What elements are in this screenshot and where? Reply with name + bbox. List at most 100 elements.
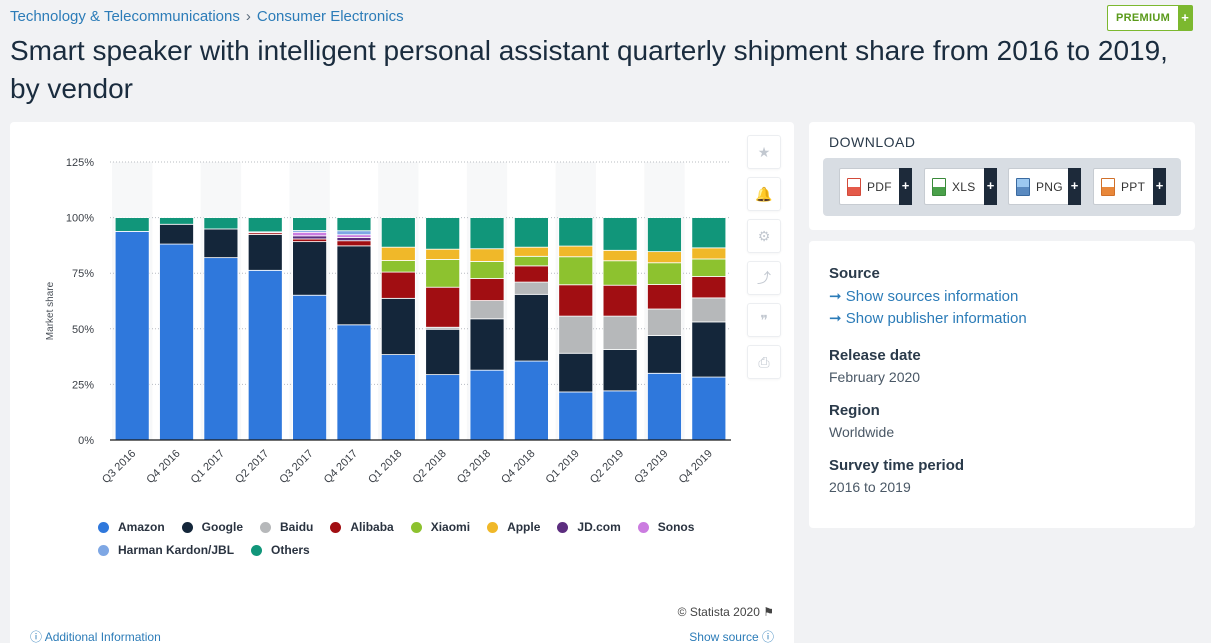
bar-segment-amazon bbox=[380, 354, 416, 441]
xls-file-icon bbox=[932, 177, 946, 196]
bar-segment-apple bbox=[691, 247, 727, 260]
breadcrumb-subcategory-link[interactable]: Consumer Electronics bbox=[256, 8, 404, 25]
premium-plus-icon: + bbox=[1178, 6, 1193, 30]
png-image-icon bbox=[1016, 177, 1030, 196]
bar-segment-baidu bbox=[469, 300, 505, 320]
legend-label: Baidu bbox=[280, 520, 314, 534]
bar-segment-others bbox=[647, 217, 682, 253]
bar-segment-amazon bbox=[647, 372, 682, 441]
x-tick-label: Q3 2018 bbox=[455, 448, 493, 486]
premium-label: PREMIUM bbox=[1116, 12, 1171, 24]
legend-dot-icon bbox=[557, 521, 569, 533]
bar-segment-amazon bbox=[469, 369, 505, 441]
show-sources-link[interactable]: ➞ Show sources information bbox=[829, 287, 1189, 305]
plus-icon: + bbox=[899, 167, 912, 205]
legend-label: Google bbox=[201, 520, 244, 534]
copyright-text: © Statista 2020 bbox=[677, 605, 760, 619]
bar-segment-amazon bbox=[292, 294, 328, 441]
download-ppt-button[interactable]: PPT + bbox=[1093, 167, 1166, 205]
x-tick-label: Q1 2019 bbox=[544, 448, 582, 486]
x-tick-label: Q1 2018 bbox=[366, 448, 404, 486]
legend-dot-icon bbox=[637, 521, 649, 533]
download-xls-label: XLS bbox=[952, 179, 976, 194]
bar-segment-others bbox=[114, 217, 150, 232]
bar-segment-amazon bbox=[425, 374, 461, 441]
additional-information-link[interactable]: ⓘ Additional Information bbox=[30, 628, 161, 643]
bar-segment-apple bbox=[647, 251, 682, 264]
premium-badge[interactable]: PREMIUM + bbox=[1107, 5, 1194, 31]
legend-label: Others bbox=[271, 543, 310, 557]
print-icon[interactable]: ⎙ bbox=[747, 345, 781, 379]
bar-segment-google bbox=[647, 335, 682, 374]
bar-segment-baidu bbox=[602, 315, 638, 350]
breadcrumb-category-link[interactable]: Technology & Telecommunications bbox=[10, 8, 240, 25]
release-date-section: Release date February 2020 bbox=[829, 347, 1189, 385]
bar-segment-harman-kardon-jbl bbox=[336, 230, 372, 236]
info-icon: ⓘ bbox=[30, 630, 43, 643]
bar-segment-others bbox=[691, 217, 727, 249]
legend-item-xiaomi[interactable]: Xiaomi bbox=[410, 520, 470, 534]
download-png-label: PNG bbox=[1036, 179, 1063, 194]
bar-segment-xiaomi bbox=[558, 256, 594, 286]
download-heading: DOWNLOAD bbox=[829, 134, 916, 150]
legend-item-others[interactable]: Others bbox=[251, 543, 310, 557]
show-publisher-link[interactable]: ➞ Show publisher information bbox=[829, 309, 1189, 327]
legend-item-apple[interactable]: Apple bbox=[487, 520, 540, 534]
arrow-right-icon: ➞ bbox=[829, 310, 842, 327]
download-png-button[interactable]: PNG + bbox=[1008, 167, 1081, 205]
bar-segment-baidu bbox=[647, 308, 682, 336]
bar-segment-google bbox=[203, 228, 239, 259]
cite-quote-icon[interactable]: ❞ bbox=[747, 303, 781, 337]
survey-period-heading: Survey time period bbox=[829, 457, 965, 474]
show-sources-label: Show sources information bbox=[845, 288, 1019, 305]
legend-item-google[interactable]: Google bbox=[181, 520, 244, 534]
favorite-star-icon[interactable]: ★ bbox=[747, 135, 781, 169]
bar-segment-google bbox=[469, 318, 505, 371]
survey-period-section: Survey time period 2016 to 2019 bbox=[829, 457, 1189, 495]
bar-segment-google bbox=[292, 241, 328, 296]
x-tick-label: Q2 2019 bbox=[588, 448, 626, 486]
bar-segment-amazon bbox=[558, 391, 594, 441]
y-tick-label: 0% bbox=[78, 435, 94, 447]
legend-item-baidu[interactable]: Baidu bbox=[260, 520, 313, 534]
show-publisher-label: Show publisher information bbox=[845, 310, 1027, 327]
bar-segment-others bbox=[203, 217, 239, 230]
legend-item-alibaba[interactable]: Alibaba bbox=[330, 520, 394, 534]
bar-segment-google bbox=[558, 352, 594, 393]
statista-copyright[interactable]: © Statista 2020 ⚑ bbox=[678, 605, 774, 619]
bar-segment-google bbox=[425, 328, 461, 376]
x-tick-label: Q4 2016 bbox=[144, 448, 182, 486]
bar-segment-google bbox=[336, 245, 372, 326]
legend-dot-icon bbox=[487, 521, 499, 533]
legend-item-jd[interactable]: JD.com bbox=[557, 520, 621, 534]
bar-segment-google bbox=[247, 234, 283, 271]
pdf-file-icon bbox=[847, 177, 861, 196]
y-tick-label: 75% bbox=[72, 268, 94, 280]
plus-icon: + bbox=[1153, 167, 1166, 205]
breadcrumb-separator: › bbox=[245, 8, 251, 25]
legend-label: JD.com bbox=[577, 520, 621, 534]
settings-gear-icon[interactable]: ⚙ bbox=[747, 219, 781, 253]
legend-item-amazon[interactable]: Amazon bbox=[98, 520, 165, 534]
legend-row: Amazon Google Baidu Alibaba Xiaomi Apple… bbox=[98, 520, 698, 534]
bar-segment-alibaba bbox=[691, 276, 727, 299]
share-icon[interactable]: ⤴ bbox=[747, 261, 781, 295]
legend-row: Harman Kardon/JBL Others bbox=[98, 543, 698, 557]
download-xls-button[interactable]: XLS + bbox=[924, 167, 997, 205]
download-pdf-button[interactable]: PDF + bbox=[839, 167, 912, 205]
legend-dot-icon bbox=[410, 521, 422, 533]
legend-item-sonos[interactable]: Sonos bbox=[637, 520, 694, 534]
legend-item-harman-kardon[interactable]: Harman Kardon/JBL bbox=[98, 543, 234, 557]
bar-segment-baidu bbox=[691, 297, 727, 323]
release-date-heading: Release date bbox=[829, 347, 921, 364]
bar-segment-baidu bbox=[558, 315, 594, 354]
arrow-right-icon: ➞ bbox=[829, 288, 842, 305]
y-tick-label: 125% bbox=[66, 157, 94, 169]
bar-segment-google bbox=[513, 293, 549, 362]
bar-segment-jd-com bbox=[292, 235, 328, 240]
bar-segment-amazon bbox=[602, 390, 638, 441]
legend-dot-icon bbox=[181, 521, 193, 533]
show-source-link[interactable]: Show source ⓘ bbox=[689, 628, 774, 643]
source-heading: Source bbox=[829, 265, 880, 282]
notification-bell-icon[interactable]: 🔔 bbox=[747, 177, 781, 211]
